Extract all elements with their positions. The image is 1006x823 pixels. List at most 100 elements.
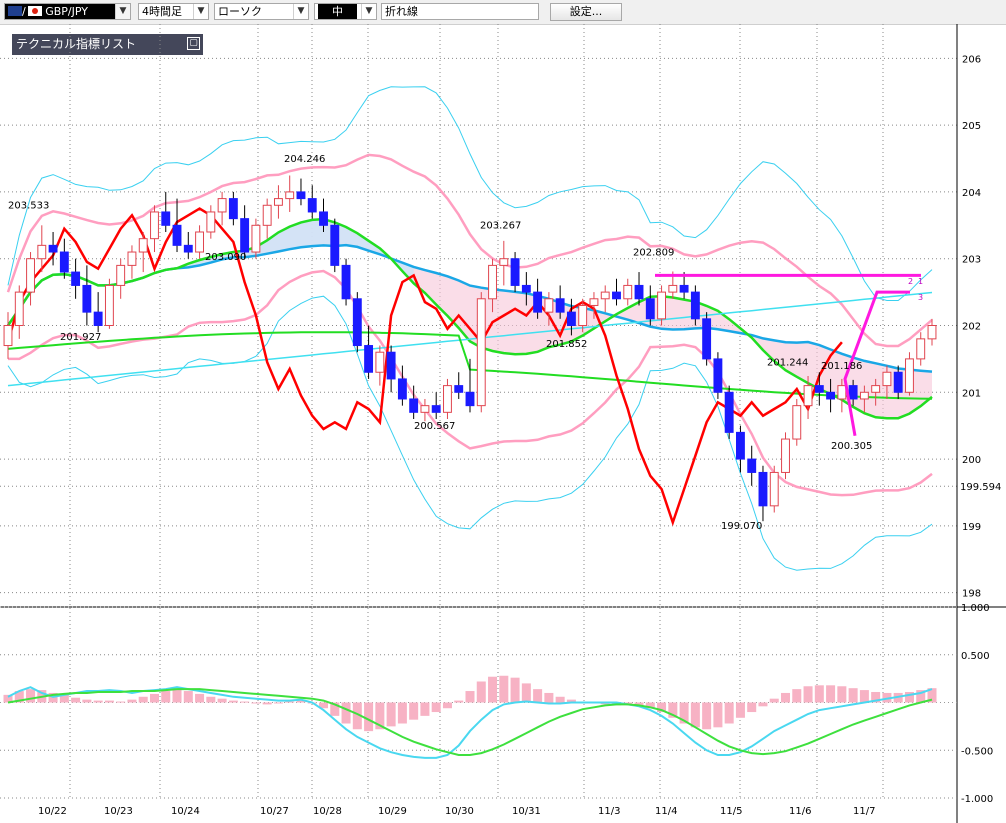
- candle-body: [386, 351, 396, 380]
- settings-button[interactable]: 設定...: [550, 3, 622, 21]
- candle-body: [3, 325, 13, 347]
- macd-tick-label: -1.000: [961, 794, 993, 805]
- macd-histogram-bar: [758, 702, 768, 707]
- price-annotation: 201.927: [60, 332, 101, 343]
- price-annotation: 203.533: [8, 201, 49, 212]
- date-axis-label: 11/5: [720, 806, 742, 817]
- macd-histogram-bar: [71, 697, 81, 703]
- candle-body: [352, 298, 362, 347]
- macd-histogram-bar: [82, 699, 92, 703]
- candle-body: [273, 198, 283, 206]
- candle-body: [206, 211, 216, 233]
- date-axis-label: 11/4: [655, 806, 677, 817]
- candle-body: [612, 291, 621, 300]
- candle-body: [116, 264, 126, 286]
- size-select[interactable]: 中 ▼: [314, 3, 377, 20]
- candle-body: [476, 298, 486, 407]
- macd-histogram-bar: [409, 702, 419, 720]
- candle-body: [859, 391, 869, 400]
- macd-histogram-bar: [14, 691, 24, 703]
- date-axis-label: 10/22: [38, 806, 67, 817]
- macd-histogram-bar: [149, 693, 159, 703]
- candle-body: [623, 284, 633, 300]
- candle-body: [71, 271, 81, 286]
- date-axis-label: 10/31: [512, 806, 541, 817]
- candle-body: [104, 284, 114, 327]
- candle-body: [26, 258, 35, 293]
- moving-average-mid: [6, 217, 933, 420]
- trend-label-3: 3: [918, 293, 923, 302]
- bollinger-upper-1sigma: [6, 153, 933, 348]
- candle-body: [285, 191, 295, 200]
- bollinger-upper-2sigma: [7, 86, 933, 301]
- macd-histogram-bar: [871, 691, 881, 703]
- candle-body: [59, 251, 69, 273]
- macd-histogram-bar: [814, 685, 824, 703]
- candle-body: [544, 298, 554, 313]
- currency-pair-select[interactable]: / GBP/JPY ▼: [4, 3, 131, 20]
- price-tick-label: 198: [962, 589, 981, 600]
- candle-body: [37, 244, 47, 260]
- overlay-field[interactable]: 折れ線: [381, 3, 539, 20]
- price-annotation: 203.267: [480, 221, 521, 232]
- price-chart: 206 205 204 203 202 201 200 199 198 199.594 2 1 3 203…: [0, 24, 1006, 823]
- macd-histogram-bar: [657, 702, 667, 713]
- candle-body: [792, 405, 802, 440]
- price-tick-label: 201: [962, 388, 981, 399]
- candle-body: [758, 471, 768, 507]
- macd-histogram-bar: [634, 702, 644, 706]
- macd-histogram-bar: [127, 699, 137, 703]
- chevron-down-icon: ▼: [293, 4, 308, 19]
- macd-histogram-bar: [240, 701, 250, 703]
- candle-body: [826, 391, 836, 400]
- candle-body: [566, 311, 576, 326]
- collapse-icon[interactable]: ▢: [187, 37, 200, 50]
- timeframe-label: 4時間足: [142, 5, 182, 18]
- macd-histogram-bar: [645, 702, 655, 709]
- price-annotation: 201.244: [767, 358, 808, 369]
- candle-body: [657, 291, 667, 320]
- candle-body: [893, 371, 903, 393]
- date-axis-label: 10/28: [313, 806, 342, 817]
- candle-body: [217, 198, 227, 213]
- macd-histogram-bar: [330, 702, 340, 716]
- macd-histogram-bar: [195, 693, 205, 703]
- macd-histogram-bar: [364, 702, 374, 732]
- macd-histogram-bar: [724, 702, 734, 724]
- candle-body: [296, 191, 306, 200]
- macd-histogram-bar: [499, 675, 509, 703]
- candle-body: [645, 298, 655, 320]
- candle-body: [330, 224, 340, 266]
- macd-histogram-bar: [296, 700, 306, 703]
- macd-histogram-bar: [859, 690, 869, 703]
- macd-histogram-bar: [161, 691, 171, 703]
- candle-body: [747, 458, 757, 473]
- timeframe-select[interactable]: 4時間足 ▼: [138, 3, 209, 20]
- macd-histogram-bar: [172, 689, 182, 703]
- candle-body: [454, 385, 464, 393]
- macd-histogram-bar: [533, 689, 543, 703]
- macd-histogram-bar: [690, 702, 700, 728]
- candle-body: [161, 211, 171, 226]
- date-axis-label: 10/23: [104, 806, 133, 817]
- price-tick-label: 205: [962, 121, 981, 132]
- macd-histogram-bar: [544, 692, 554, 703]
- candle-body: [465, 391, 475, 407]
- date-axis-label: 10/29: [378, 806, 407, 817]
- candle-body: [172, 224, 182, 246]
- macd-histogram-bar: [341, 702, 351, 724]
- candle-body: [871, 385, 881, 393]
- macd-histogram-bar: [228, 700, 238, 703]
- candle-body: [138, 238, 148, 253]
- macd-histogram-bar: [566, 699, 576, 703]
- technical-indicator-list[interactable]: テクニカル指標リスト ▢: [12, 34, 203, 55]
- toolbar: / GBP/JPY ▼ 4時間足 ▼ ローソク ▼ 中 ▼ 折れ線 設定...: [0, 0, 1006, 25]
- macd-histogram-bar: [319, 702, 329, 709]
- macd-histogram-bar: [769, 698, 779, 703]
- macd-histogram-bar: [781, 692, 791, 703]
- chart-style-select[interactable]: ローソク ▼: [214, 3, 309, 20]
- moving-average-very-long: [7, 291, 933, 387]
- candle-body: [251, 224, 261, 253]
- macd-histogram-bar: [454, 700, 464, 703]
- candle-body: [420, 405, 430, 413]
